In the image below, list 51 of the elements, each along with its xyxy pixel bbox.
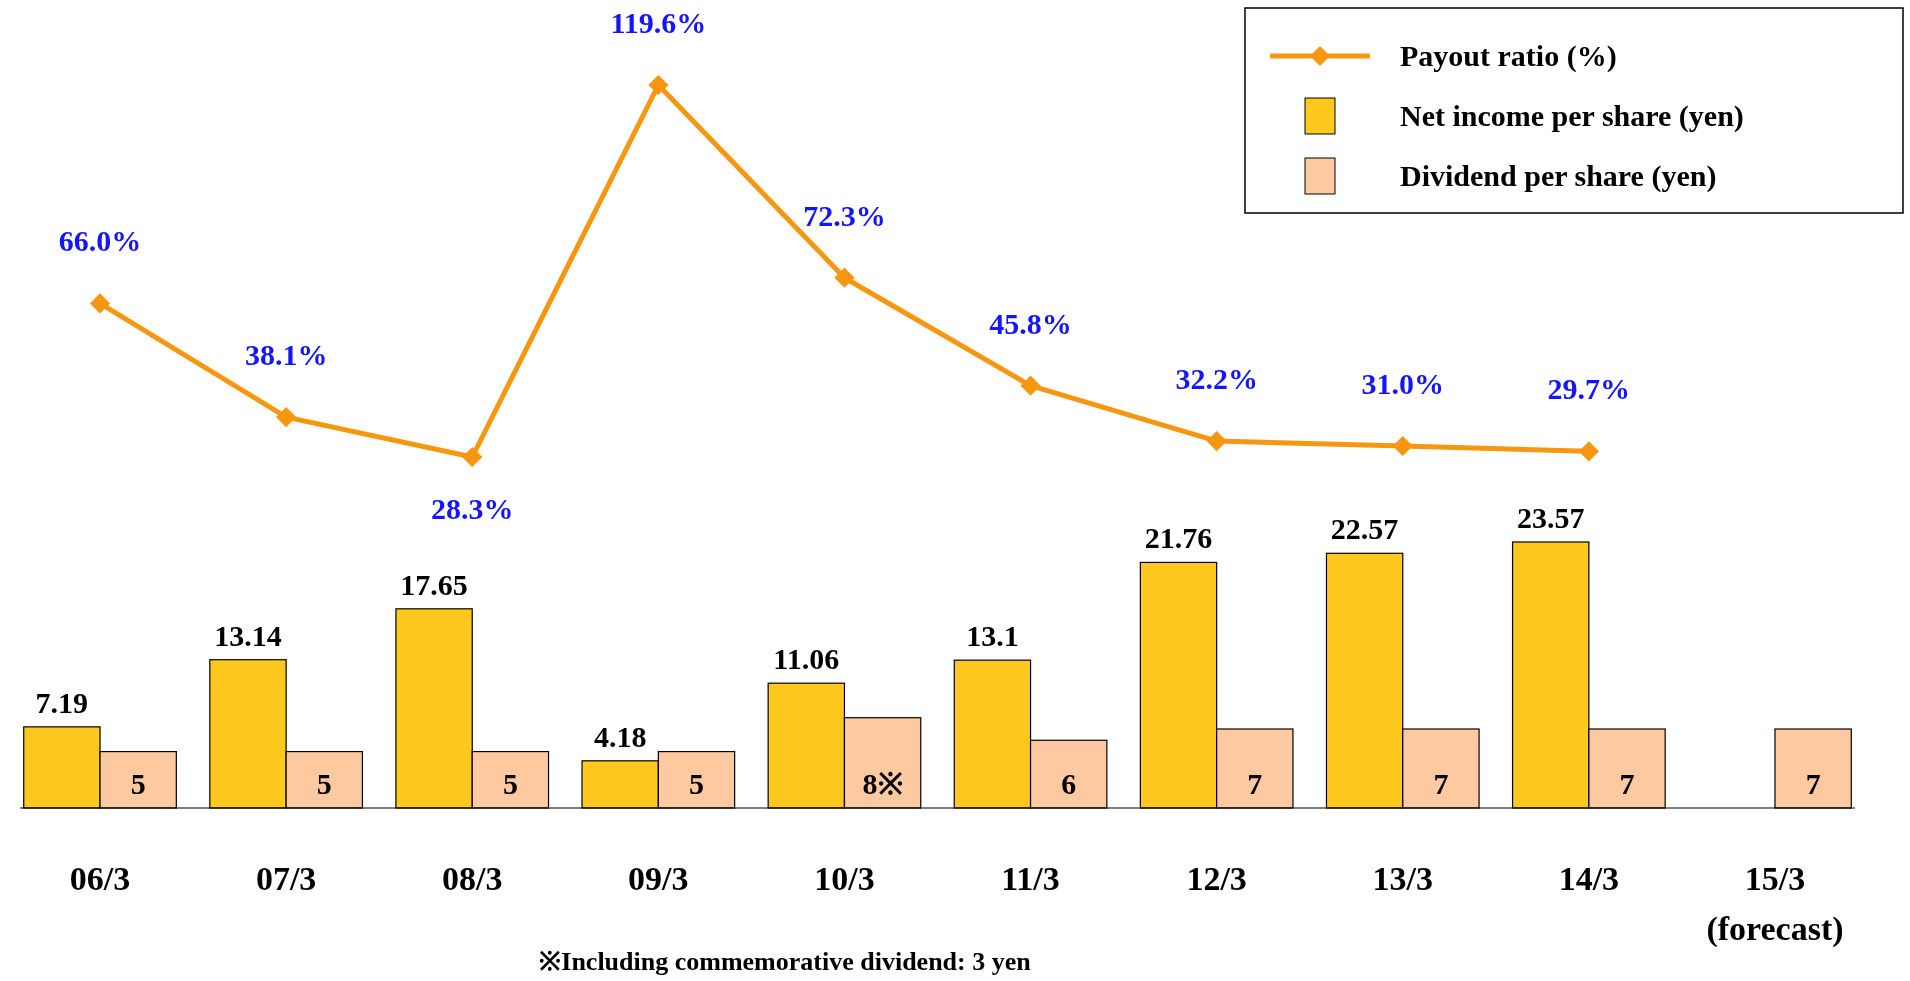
point bbox=[276, 406, 297, 428]
x-tick-label: 09/3 bbox=[628, 860, 689, 897]
x-tick-label: 08/3 bbox=[442, 860, 503, 897]
point bbox=[1206, 431, 1227, 452]
data-label: 21.76 bbox=[1144, 521, 1213, 555]
x-tick-label: 13/3 bbox=[1372, 860, 1433, 897]
data-label: 38.1% bbox=[244, 338, 328, 372]
point bbox=[648, 74, 669, 96]
data-label: 45.8% bbox=[989, 306, 1072, 340]
point bbox=[1392, 435, 1413, 457]
data-label: 5 bbox=[502, 767, 518, 800]
point bbox=[462, 446, 483, 468]
data-label: 7.19 bbox=[35, 685, 89, 719]
legend-label: Dividend per share (yen) bbox=[1400, 159, 1717, 193]
data-label: 7 bbox=[1247, 767, 1263, 800]
legend-label: Net income per share (yen) bbox=[1400, 99, 1744, 133]
data-label: 13.1 bbox=[966, 619, 1019, 653]
x-tick-label: 11/3 bbox=[1001, 860, 1060, 897]
x-tick-label: 06/3 bbox=[69, 860, 131, 897]
data-label: 72.3% bbox=[803, 198, 886, 232]
x-tick-label: 14/3 bbox=[1558, 860, 1620, 897]
data-label: 5 bbox=[316, 767, 332, 800]
data-label: 8※ bbox=[862, 767, 903, 800]
data-label: 17.65 bbox=[400, 567, 468, 601]
data-label: 7 bbox=[1433, 767, 1449, 800]
data-label: 5 bbox=[688, 767, 704, 800]
data-label: 28.3% bbox=[430, 492, 514, 525]
data-label: 22.57 bbox=[1330, 512, 1399, 546]
point bbox=[1578, 441, 1599, 462]
data-label: 119.6% bbox=[610, 6, 707, 39]
data-label: 29.7% bbox=[1547, 372, 1631, 406]
data-label: 5 bbox=[130, 767, 146, 800]
legend-label: Payout ratio (%) bbox=[1400, 39, 1617, 73]
point bbox=[1020, 375, 1041, 396]
text: ※Including commemorative dividend: 3 yen bbox=[539, 947, 1032, 976]
x-tick-label: 12/3 bbox=[1186, 860, 1247, 897]
data-label: 32.2% bbox=[1175, 362, 1258, 396]
data-label: 7 bbox=[1805, 767, 1821, 800]
x-tick-label: 07/3 bbox=[255, 860, 317, 897]
data-label: 7 bbox=[1619, 767, 1635, 800]
x-tick-label: 15/3 (forecast) bbox=[1706, 860, 1844, 948]
data-label: 6 bbox=[1061, 767, 1077, 800]
data-label: 11.06 bbox=[773, 642, 840, 676]
point bbox=[834, 267, 855, 288]
data-label: 31.0% bbox=[1361, 367, 1445, 400]
data-label: 23.57 bbox=[1516, 501, 1585, 534]
data-label: 4.18 bbox=[593, 719, 647, 753]
x-tick-label: 10/3 bbox=[814, 860, 875, 897]
point bbox=[89, 293, 111, 314]
data-label: 13.14 bbox=[214, 618, 282, 652]
data-label: 66.0% bbox=[58, 224, 142, 258]
